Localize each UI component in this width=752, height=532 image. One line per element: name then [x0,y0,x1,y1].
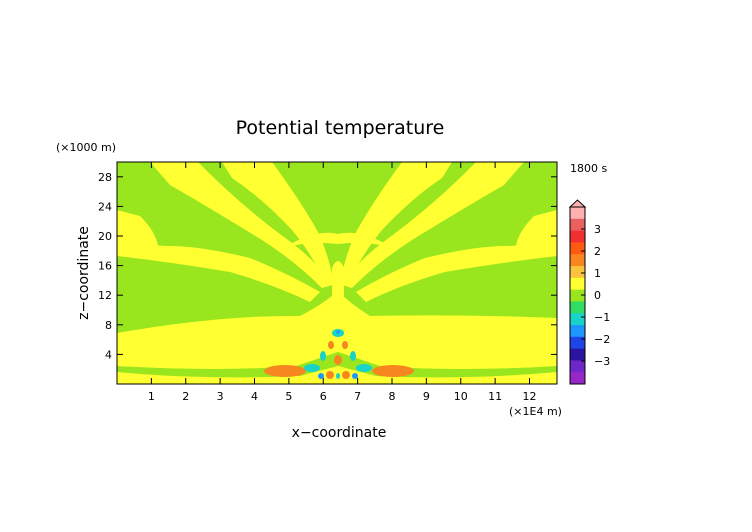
colorbar-level [570,360,585,373]
x-tick-label: 6 [320,390,327,403]
time-label: 1800 s [570,162,607,175]
colorbar-tick-label: 3 [594,223,601,236]
x-tick-label: 10 [454,390,468,403]
colorbar-level [570,348,585,361]
x-tick-label: 12 [523,390,537,403]
x-tick-label: 7 [354,390,361,403]
positive-anomaly-left [264,365,306,377]
x-tick-label: 4 [251,390,258,403]
colorbar-tick-label: −3 [594,355,610,368]
y-unit-label: (×1000 m) [56,141,116,154]
colorbar-level [570,301,585,314]
y-axis-label: z−coordinate [76,226,92,320]
colorbar-tick-label: 0 [594,289,601,302]
colorbar-tick-label: 1 [594,267,601,280]
y-tick-label: 24 [98,200,112,213]
x-unit-label: (×1E4 m) [509,405,562,418]
colorbar-level [570,289,585,302]
y-tick-label: 12 [98,289,112,302]
positive-anomaly-right [372,365,414,377]
x-tick-label: 5 [285,390,292,403]
colorbar-level [570,230,585,243]
y-tick-label: 20 [98,230,112,243]
colorbar-level [570,266,585,279]
x-tick-label: 1 [148,390,155,403]
colorbar-level [570,207,585,220]
colorbar: 3 2 1 0 −1 −2 −3 [568,199,610,385]
chart-title: Potential temperature [236,117,445,139]
colorbar-level [570,218,585,232]
colorbar-overflow-triangle [568,199,587,208]
potential-temperature-field [117,162,557,384]
y-tick-label: 16 [98,260,112,273]
colorbar-tick-label: −1 [594,311,610,324]
y-tick-label: 4 [105,348,112,361]
x-tick-label: 3 [217,390,224,403]
y-tick-label: 8 [105,319,112,332]
colorbar-tick-label: −2 [594,333,610,346]
colorbar-level [570,325,585,338]
colorbar-tick-label: 2 [594,245,601,258]
central-disturbance [304,329,372,379]
colorbar-level [570,372,585,385]
colorbar-level [570,242,585,255]
y-tick-label: 28 [98,171,112,184]
x-tick-label: 2 [182,390,189,403]
x-tick-label: 9 [423,390,430,403]
x-tick-label: 8 [389,390,396,403]
x-axis-label: x−coordinate [292,425,387,441]
colorbar-level [570,336,585,350]
colorbar-level [570,313,585,326]
colorbar-level [570,277,585,291]
plot-frame [116,161,558,385]
colorbar-level [570,254,585,267]
x-tick-label: 11 [488,390,502,403]
